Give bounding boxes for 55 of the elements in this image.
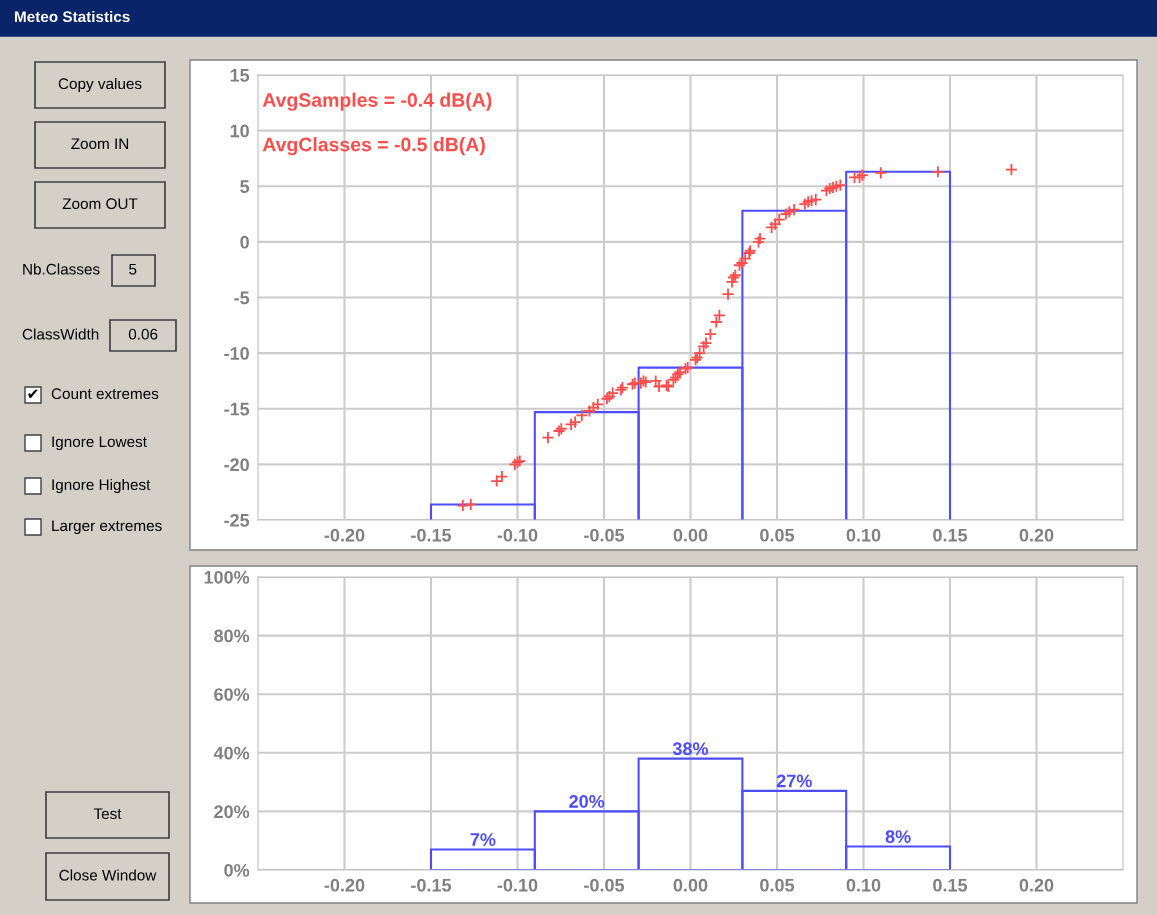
- y-tick-label: 10: [230, 124, 249, 138]
- text: Zoom IN: [71, 138, 129, 150]
- text: 0.06: [128, 328, 158, 340]
- x-tick-label: -0.20: [324, 528, 365, 542]
- text: Larger extremes: [52, 520, 162, 535]
- y-tick-label: 15: [230, 69, 250, 82]
- x-tick-label: -0.10: [497, 878, 538, 892]
- text: Ignore Lowest: [52, 436, 147, 451]
- x-tick-label: 0.10: [846, 528, 881, 542]
- data-label: 8%: [885, 830, 911, 843]
- y-tick-label: 0%: [224, 863, 250, 877]
- text: Close Window: [59, 869, 157, 881]
- text: 5: [129, 263, 137, 275]
- data-label: 27%: [776, 774, 812, 788]
- y-tick-label: 100%: [204, 570, 250, 584]
- x-tick-label: -0.05: [584, 528, 625, 542]
- data-label: 20%: [569, 795, 605, 808]
- text: Test: [93, 808, 122, 820]
- y-tick-label: 5: [240, 180, 250, 193]
- text: Ignore Highest: [52, 478, 151, 494]
- y-tick-label: 20%: [214, 805, 250, 819]
- x-tick-label: 0.20: [1019, 878, 1054, 892]
- data-label: 7%: [470, 833, 496, 846]
- y-tick-label: -20: [224, 458, 249, 472]
- x-tick-label: 0.20: [1019, 528, 1054, 542]
- text: ✔: [28, 389, 38, 398]
- annotation: AvgClasses = -0.5 dB(A): [262, 137, 485, 156]
- text: Meteo Statistics: [15, 10, 130, 23]
- x-tick-label: 0.10: [846, 878, 881, 892]
- x-tick-label: -0.05: [584, 878, 625, 892]
- x-tick-label: 0.00: [673, 528, 708, 542]
- x-tick-label: -0.20: [324, 878, 365, 892]
- y-tick-label: 60%: [214, 688, 250, 701]
- x-tick-label: -0.15: [411, 878, 452, 892]
- y-tick-label: 80%: [214, 629, 250, 643]
- y-tick-label: -10: [224, 347, 249, 360]
- x-tick-label: -0.15: [411, 528, 452, 542]
- x-tick-label: -0.10: [497, 528, 538, 542]
- y-tick-label: 40%: [213, 746, 250, 760]
- text: Copy values: [58, 77, 142, 93]
- text: ClassWidth: [22, 328, 99, 340]
- x-tick-label: 0.05: [760, 528, 795, 542]
- text: Nb.Classes: [23, 263, 100, 275]
- y-tick-label: 0: [240, 235, 249, 249]
- y-tick-label: -15: [224, 402, 250, 416]
- text: Zoom OUT: [62, 198, 138, 210]
- y-tick-label: -5: [234, 291, 250, 305]
- x-tick-label: 0.15: [933, 528, 968, 542]
- x-tick-label: 0.05: [760, 878, 795, 892]
- annotation: AvgSamples = -0.4 dB(A): [262, 92, 492, 111]
- text: Count extremes: [51, 388, 159, 400]
- data-label: 38%: [672, 742, 709, 756]
- x-tick-label: 0.15: [933, 878, 968, 892]
- x-tick-label: 0.00: [673, 878, 708, 892]
- y-tick-label: -25: [224, 513, 250, 527]
